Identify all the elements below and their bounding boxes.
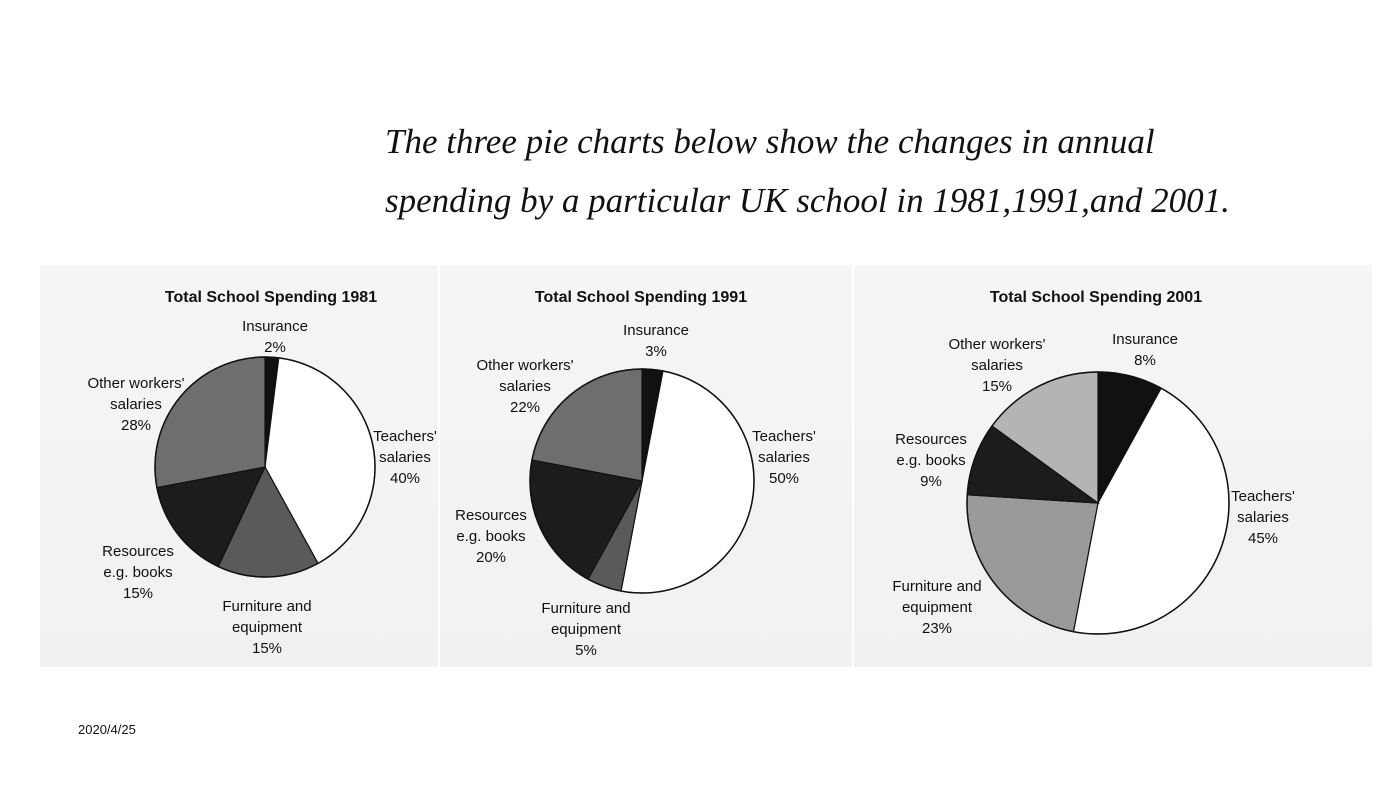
pie-chart-0: Total School Spending 1981 Insurance 2% Tea… — [87, 289, 437, 657]
slice-label-furniture: Furniture and equipment 15% — [222, 598, 311, 657]
panel-divider — [852, 265, 854, 667]
pie-outline — [966, 371, 1230, 635]
chart-title: Total School Spending 2001 — [990, 289, 1202, 306]
slice-label-resources: Resources e.g. books 9% — [895, 431, 967, 490]
footer-date: 2020/4/25 — [78, 722, 136, 737]
pie-chart-1: Total School Spending 1991 Insurance 3% Tea… — [455, 289, 816, 659]
chart-title: Total School Spending 1981 — [165, 289, 377, 306]
slice-label-teachers: Teachers' salaries 50% — [752, 428, 816, 487]
slice-label-insurance: Insurance 8% — [1112, 331, 1178, 369]
heading-line-2: spending by a particular UK school in 19… — [385, 181, 1230, 220]
slice-label-insurance: Insurance 3% — [623, 322, 689, 360]
slice-label-resources: Resources e.g. books 20% — [455, 507, 527, 566]
panel-divider — [438, 265, 440, 667]
slice-label-other-workers: Other workers' salaries 28% — [87, 375, 184, 434]
slice-label-furniture: Furniture and equipment 23% — [892, 578, 981, 637]
heading: The three pie charts below show the chan… — [385, 112, 1325, 230]
heading-line-1: The three pie charts below show the chan… — [385, 122, 1155, 161]
slice-label-furniture: Furniture and equipment 5% — [541, 600, 630, 659]
slice-label-insurance: Insurance 2% — [242, 318, 308, 356]
slice-label-other-workers: Other workers' salaries 15% — [948, 336, 1045, 395]
pie-outline — [154, 356, 376, 578]
pie-outline — [529, 368, 755, 594]
slice-label-resources: Resources e.g. books 15% — [102, 543, 174, 602]
pie-chart-2: Total School Spending 2001 Insurance 8% Tea… — [892, 289, 1295, 637]
slice-label-other-workers: Other workers' salaries 22% — [476, 357, 573, 416]
chart-title: Total School Spending 1991 — [535, 289, 747, 306]
slice-label-teachers: Teachers' salaries 45% — [1231, 488, 1295, 547]
slice-label-teachers: Teachers' salaries 40% — [373, 428, 437, 487]
